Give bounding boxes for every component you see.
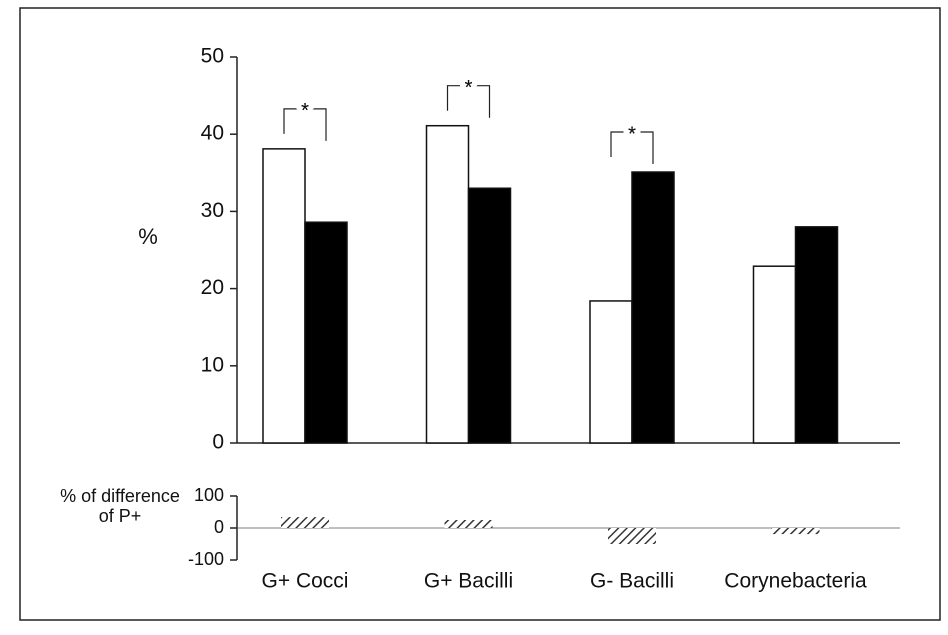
bar [467,187,512,444]
y-tick-label: 30 [201,199,224,222]
x-tick-label: G- Bacilli [590,570,674,593]
significance-bracket [610,131,654,165]
bar [589,300,633,444]
y-axis-label: % [138,224,158,249]
y-axis-label: % of difference of P+ [60,486,180,526]
x-tick-label: Corynebacteria [724,570,867,593]
y-tick-label: 0 [214,517,224,537]
significance-bracket [283,108,327,141]
significance-bracket [446,85,491,118]
bar [794,226,839,444]
bar [631,171,675,444]
bar [262,148,306,444]
y-tick-label: 50 [201,45,224,68]
y-tick-label: 20 [201,276,224,299]
bar [608,528,656,544]
y-tick-label: 40 [201,122,224,145]
x-tick-label: G+ Bacilli [424,570,513,593]
bar [281,517,329,528]
bar [752,265,797,444]
y-tick-label: 0 [212,431,224,454]
y-tick-label: 10 [201,353,224,376]
bar [304,221,348,444]
bar [771,528,820,535]
bar [444,520,493,528]
frame [19,7,941,621]
bar [425,124,470,444]
significance-label: * [628,123,636,145]
significance-label: * [465,77,473,99]
y-tick-label: 100 [194,485,224,505]
significance-label: * [301,100,309,122]
x-tick-label: G+ Cocci [262,570,349,593]
y-tick-label: -100 [188,549,224,569]
